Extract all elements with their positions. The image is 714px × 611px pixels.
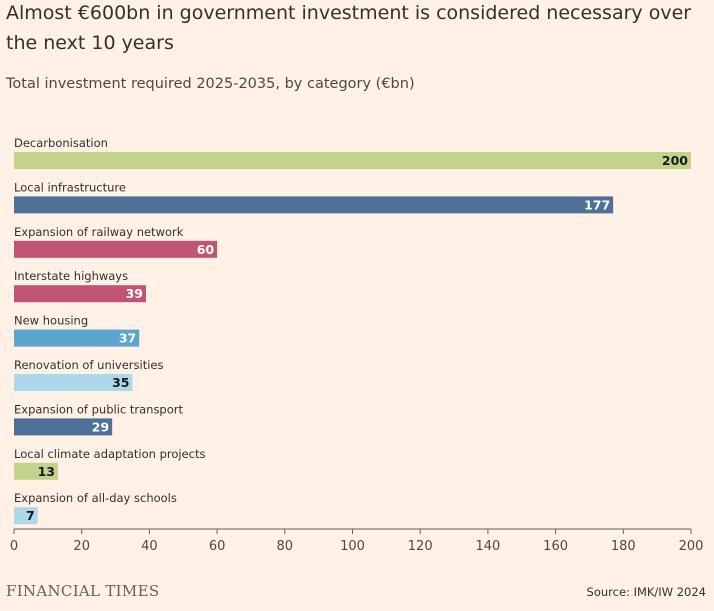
bar-value-label: 29 [92,419,109,434]
x-tick-label: 160 [543,539,568,554]
x-tick-label: 60 [209,539,226,554]
category-label: Renovation of universities [14,358,164,372]
ft-logo: FINANCIAL TIMES [6,582,160,600]
bar [14,285,147,303]
category-label: Decarbonisation [14,136,108,150]
bar-value-label: 7 [26,508,35,523]
x-tick-label: 200 [679,539,704,554]
bar-value-label: 35 [112,375,129,390]
chart-subtitle: Total investment required 2025-2035, by … [6,76,415,92]
x-tick-label: 140 [475,539,500,554]
bar [14,196,614,214]
bar [14,152,691,169]
bar [14,418,113,436]
x-tick-label: 80 [277,539,294,554]
category-label: Expansion of all-day schools [14,491,177,505]
x-tick-label: 20 [73,539,90,554]
bar [14,507,38,525]
bar [14,240,218,258]
bar [14,329,140,347]
category-label: Local infrastructure [14,180,126,194]
bar-value-label: 200 [662,153,688,168]
source-note: Source: IMK/IW 2024 [586,585,706,599]
bar-value-label: 39 [126,286,143,301]
x-tick-label: 40 [141,539,158,554]
bar [14,462,59,480]
x-tick-label: 180 [611,539,636,554]
category-label: Expansion of public transport [14,402,183,416]
category-label: New housing [14,314,88,328]
bar-value-label: 13 [38,464,55,479]
x-tick-label: 120 [408,539,433,554]
category-label: Expansion of railway network [14,225,184,239]
category-label: Local climate adaptation projects [14,447,206,461]
category-label: Interstate highways [14,269,128,283]
bar-value-label: 37 [119,331,136,346]
x-tick-label: 0 [10,539,18,554]
bar [14,374,133,391]
chart-title: Almost €600bn in government investment i… [6,2,692,54]
bar-value-label: 177 [584,197,610,212]
bar-value-label: 60 [197,242,215,257]
x-tick-label: 100 [340,539,365,554]
